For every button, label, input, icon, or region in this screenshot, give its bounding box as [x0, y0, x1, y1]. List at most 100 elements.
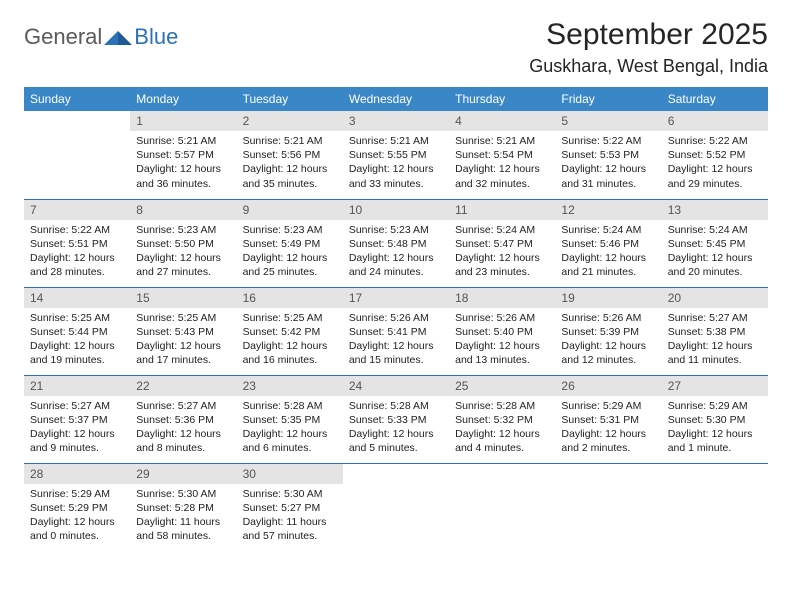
day-body: Sunrise: 5:27 AMSunset: 5:37 PMDaylight:… — [24, 396, 130, 462]
sunset-text: Sunset: 5:39 PM — [561, 325, 655, 339]
sunset-text: Sunset: 5:37 PM — [30, 413, 124, 427]
day-number: 20 — [662, 288, 768, 308]
sunset-text: Sunset: 5:51 PM — [30, 237, 124, 251]
day-number: 25 — [449, 376, 555, 396]
day-body: Sunrise: 5:21 AMSunset: 5:57 PMDaylight:… — [130, 131, 236, 197]
sunset-text: Sunset: 5:50 PM — [136, 237, 230, 251]
calendar-cell: 25Sunrise: 5:28 AMSunset: 5:32 PMDayligh… — [449, 375, 555, 463]
day-body: Sunrise: 5:30 AMSunset: 5:28 PMDaylight:… — [130, 484, 236, 550]
weekday-header: Wednesday — [343, 87, 449, 111]
weekday-header: Monday — [130, 87, 236, 111]
day-body: Sunrise: 5:27 AMSunset: 5:38 PMDaylight:… — [662, 308, 768, 374]
sunrise-text: Sunrise: 5:29 AM — [668, 399, 762, 413]
daylight-text: Daylight: 12 hours and 25 minutes. — [243, 251, 337, 279]
day-number: 29 — [130, 464, 236, 484]
day-body: Sunrise: 5:24 AMSunset: 5:46 PMDaylight:… — [555, 220, 661, 286]
calendar-cell: 19Sunrise: 5:26 AMSunset: 5:39 PMDayligh… — [555, 287, 661, 375]
sunset-text: Sunset: 5:45 PM — [668, 237, 762, 251]
daylight-text: Daylight: 12 hours and 12 minutes. — [561, 339, 655, 367]
weekday-header: Friday — [555, 87, 661, 111]
day-number: 1 — [130, 111, 236, 131]
sunrise-text: Sunrise: 5:23 AM — [136, 223, 230, 237]
calendar-body: 1Sunrise: 5:21 AMSunset: 5:57 PMDaylight… — [24, 111, 768, 551]
day-body: Sunrise: 5:21 AMSunset: 5:55 PMDaylight:… — [343, 131, 449, 197]
sunrise-text: Sunrise: 5:21 AM — [243, 134, 337, 148]
sunset-text: Sunset: 5:28 PM — [136, 501, 230, 515]
day-number: 4 — [449, 111, 555, 131]
calendar-cell: 22Sunrise: 5:27 AMSunset: 5:36 PMDayligh… — [130, 375, 236, 463]
sunset-text: Sunset: 5:27 PM — [243, 501, 337, 515]
sunrise-text: Sunrise: 5:24 AM — [455, 223, 549, 237]
calendar-row: 7Sunrise: 5:22 AMSunset: 5:51 PMDaylight… — [24, 199, 768, 287]
calendar-cell — [24, 111, 130, 199]
day-body: Sunrise: 5:22 AMSunset: 5:53 PMDaylight:… — [555, 131, 661, 197]
calendar-cell: 28Sunrise: 5:29 AMSunset: 5:29 PMDayligh… — [24, 463, 130, 551]
calendar-row: 21Sunrise: 5:27 AMSunset: 5:37 PMDayligh… — [24, 375, 768, 463]
calendar-row: 28Sunrise: 5:29 AMSunset: 5:29 PMDayligh… — [24, 463, 768, 551]
calendar-row: 1Sunrise: 5:21 AMSunset: 5:57 PMDaylight… — [24, 111, 768, 199]
calendar-cell: 12Sunrise: 5:24 AMSunset: 5:46 PMDayligh… — [555, 199, 661, 287]
daylight-text: Daylight: 12 hours and 29 minutes. — [668, 162, 762, 190]
sunrise-text: Sunrise: 5:23 AM — [243, 223, 337, 237]
day-number: 2 — [237, 111, 343, 131]
day-number: 21 — [24, 376, 130, 396]
calendar-cell: 10Sunrise: 5:23 AMSunset: 5:48 PMDayligh… — [343, 199, 449, 287]
sunrise-text: Sunrise: 5:28 AM — [349, 399, 443, 413]
logo-text-blue: Blue — [134, 24, 178, 50]
day-body: Sunrise: 5:24 AMSunset: 5:47 PMDaylight:… — [449, 220, 555, 286]
daylight-text: Daylight: 12 hours and 17 minutes. — [136, 339, 230, 367]
sunset-text: Sunset: 5:38 PM — [668, 325, 762, 339]
day-body: Sunrise: 5:21 AMSunset: 5:56 PMDaylight:… — [237, 131, 343, 197]
daylight-text: Daylight: 11 hours and 57 minutes. — [243, 515, 337, 543]
day-body: Sunrise: 5:29 AMSunset: 5:30 PMDaylight:… — [662, 396, 768, 462]
day-number: 3 — [343, 111, 449, 131]
day-body: Sunrise: 5:24 AMSunset: 5:45 PMDaylight:… — [662, 220, 768, 286]
day-number: 11 — [449, 200, 555, 220]
sunrise-text: Sunrise: 5:22 AM — [30, 223, 124, 237]
sunset-text: Sunset: 5:55 PM — [349, 148, 443, 162]
weekday-header: Sunday — [24, 87, 130, 111]
calendar-cell: 16Sunrise: 5:25 AMSunset: 5:42 PMDayligh… — [237, 287, 343, 375]
sunset-text: Sunset: 5:35 PM — [243, 413, 337, 427]
logo: General Blue — [24, 18, 178, 50]
calendar-cell — [449, 463, 555, 551]
daylight-text: Daylight: 11 hours and 58 minutes. — [136, 515, 230, 543]
day-number: 8 — [130, 200, 236, 220]
month-title: September 2025 — [529, 18, 768, 52]
daylight-text: Daylight: 12 hours and 1 minute. — [668, 427, 762, 455]
daylight-text: Daylight: 12 hours and 5 minutes. — [349, 427, 443, 455]
daylight-text: Daylight: 12 hours and 19 minutes. — [30, 339, 124, 367]
daylight-text: Daylight: 12 hours and 35 minutes. — [243, 162, 337, 190]
header: General Blue September 2025 Guskhara, We… — [24, 18, 768, 77]
day-body: Sunrise: 5:29 AMSunset: 5:29 PMDaylight:… — [24, 484, 130, 550]
sunrise-text: Sunrise: 5:27 AM — [668, 311, 762, 325]
calendar-cell: 23Sunrise: 5:28 AMSunset: 5:35 PMDayligh… — [237, 375, 343, 463]
calendar-cell: 30Sunrise: 5:30 AMSunset: 5:27 PMDayligh… — [237, 463, 343, 551]
daylight-text: Daylight: 12 hours and 8 minutes. — [136, 427, 230, 455]
sunset-text: Sunset: 5:47 PM — [455, 237, 549, 251]
sunrise-text: Sunrise: 5:21 AM — [349, 134, 443, 148]
calendar-cell: 7Sunrise: 5:22 AMSunset: 5:51 PMDaylight… — [24, 199, 130, 287]
sunset-text: Sunset: 5:40 PM — [455, 325, 549, 339]
daylight-text: Daylight: 12 hours and 11 minutes. — [668, 339, 762, 367]
sunrise-text: Sunrise: 5:27 AM — [136, 399, 230, 413]
day-number: 26 — [555, 376, 661, 396]
daylight-text: Daylight: 12 hours and 15 minutes. — [349, 339, 443, 367]
day-number: 14 — [24, 288, 130, 308]
sunset-text: Sunset: 5:54 PM — [455, 148, 549, 162]
daylight-text: Daylight: 12 hours and 16 minutes. — [243, 339, 337, 367]
day-number: 12 — [555, 200, 661, 220]
day-number: 30 — [237, 464, 343, 484]
sunrise-text: Sunrise: 5:28 AM — [243, 399, 337, 413]
day-body: Sunrise: 5:28 AMSunset: 5:32 PMDaylight:… — [449, 396, 555, 462]
sunrise-text: Sunrise: 5:24 AM — [668, 223, 762, 237]
calendar-cell: 9Sunrise: 5:23 AMSunset: 5:49 PMDaylight… — [237, 199, 343, 287]
calendar-cell — [343, 463, 449, 551]
daylight-text: Daylight: 12 hours and 24 minutes. — [349, 251, 443, 279]
daylight-text: Daylight: 12 hours and 32 minutes. — [455, 162, 549, 190]
day-body: Sunrise: 5:29 AMSunset: 5:31 PMDaylight:… — [555, 396, 661, 462]
daylight-text: Daylight: 12 hours and 6 minutes. — [243, 427, 337, 455]
sunrise-text: Sunrise: 5:22 AM — [668, 134, 762, 148]
calendar-cell: 29Sunrise: 5:30 AMSunset: 5:28 PMDayligh… — [130, 463, 236, 551]
day-number: 9 — [237, 200, 343, 220]
